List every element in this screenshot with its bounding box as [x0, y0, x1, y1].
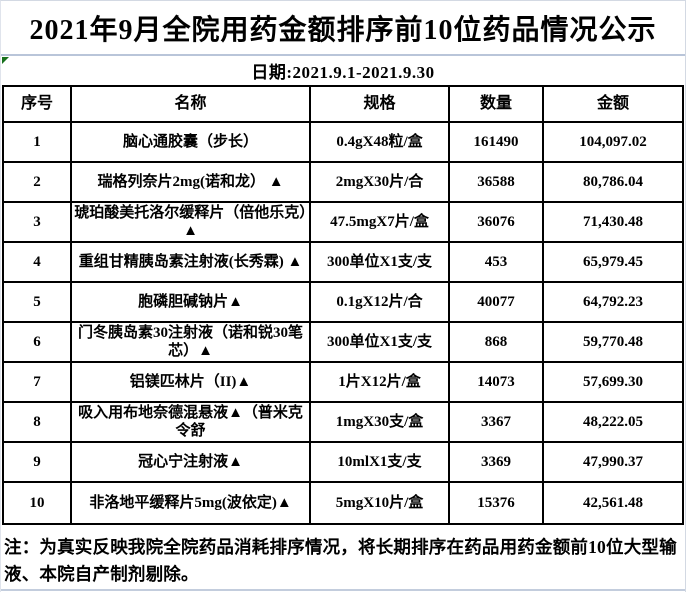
cell-spec: 0.1gX12片/合: [311, 283, 450, 323]
cell-name: 胞磷胆碱钠片▲: [72, 283, 311, 323]
footnote: 注：为真实反映我院全院药品消耗排序情况，将长期排序在药品用药金额前10位大型输液…: [4, 537, 677, 585]
cell-amount: 104,097.02: [544, 123, 682, 163]
cell-spec: 300单位X1支/支: [311, 243, 450, 283]
cell-qty: 40077: [450, 283, 544, 323]
cell-amount: 59,770.48: [544, 323, 682, 363]
cell-rank: 5: [4, 283, 72, 323]
cell-rank: 6: [4, 323, 72, 363]
cell-rank: 7: [4, 363, 72, 403]
cell-name: 门冬胰岛素30注射液（诺和锐30笔芯）▲: [72, 323, 311, 363]
cell-rank: 9: [4, 443, 72, 483]
cell-qty: 14073: [450, 363, 544, 403]
cell-name: 琥珀酸美托洛尔缓释片（倍他乐克）▲: [72, 203, 311, 243]
title-divider-line: [1, 54, 685, 56]
cell-rank: 4: [4, 243, 72, 283]
drug-table: 序号 名称 规格 数量 金额 1 脑心通胶囊（步长） 0.4gX48粒/盒 16…: [2, 85, 684, 525]
cell-amount: 48,222.05: [544, 403, 682, 443]
cell-spec: 1mgX30支/盒: [311, 403, 450, 443]
cell-qty: 453: [450, 243, 544, 283]
cell-qty: 3367: [450, 403, 544, 443]
cell-rank: 3: [4, 203, 72, 243]
cell-qty: 36076: [450, 203, 544, 243]
cell-spec: 5mgX10片/盒: [311, 483, 450, 523]
cell-amount: 42,561.48: [583, 494, 643, 511]
cell-spec: 47.5mgX7片/盒: [311, 203, 450, 243]
cell-name: 非洛地平缓释片5mg(波依定)▲: [72, 483, 311, 523]
column-header-rank: 序号: [4, 87, 72, 123]
cell-spec: 10mlX1支/支: [311, 443, 450, 483]
cell-name: 脑心通胶囊（步长）: [72, 123, 311, 163]
cell-amount: 57,699.30: [544, 363, 682, 403]
cell-name: 重组甘精胰岛素注射液(长秀霖) ▲: [72, 243, 311, 283]
column-header-name: 名称: [72, 87, 311, 123]
cell-amount: 64,792.23: [544, 283, 682, 323]
column-header-spec: 规格: [311, 87, 450, 123]
cell-amount: 47,990.37: [544, 443, 682, 483]
cell-name: 冠心宁注射液▲: [72, 443, 311, 483]
cell-spec: 0.4gX48粒/盒: [311, 123, 450, 163]
cell-spec: 1片X12片/盒: [311, 363, 450, 403]
cell-qty: 36588: [450, 163, 544, 203]
date-range: 日期:2021.9.1-2021.9.30: [251, 63, 435, 82]
cell-qty: 15376: [450, 483, 544, 523]
cell-flag-icon: [2, 57, 9, 64]
page-title: 2021年9月全院用药金额排序前10位药品情况公示: [29, 14, 657, 46]
cell-rank: 10: [4, 483, 72, 523]
cell-spec: 300单位X1支/支: [311, 323, 450, 363]
cell-name: 铝镁匹林片（II)▲: [72, 363, 311, 403]
cell-qty: 868: [450, 323, 544, 363]
cell-rank: 8: [4, 403, 72, 443]
cell-qty: 161490: [450, 123, 544, 163]
bottom-gridline: [1, 589, 685, 591]
cell-name: 吸入用布地奈德混悬液▲（普米克令舒: [72, 403, 311, 443]
cell-amount: 80,786.04: [544, 163, 682, 203]
cell-rank: 2: [4, 163, 72, 203]
cell-name: 瑞格列奈片2mg(诺和龙） ▲: [72, 163, 311, 203]
column-header-amount: 金额: [544, 87, 682, 123]
cell-qty: 3369: [450, 443, 544, 483]
date-row: 日期:2021.9.1-2021.9.30: [1, 56, 685, 85]
cell-amount: 65,979.45: [544, 243, 682, 283]
cell-rank: 1: [4, 123, 72, 163]
cell-spec: 2mgX30片/合: [311, 163, 450, 203]
column-header-qty: 数量: [450, 87, 544, 123]
cell-amount: 71,430.48: [544, 203, 682, 243]
